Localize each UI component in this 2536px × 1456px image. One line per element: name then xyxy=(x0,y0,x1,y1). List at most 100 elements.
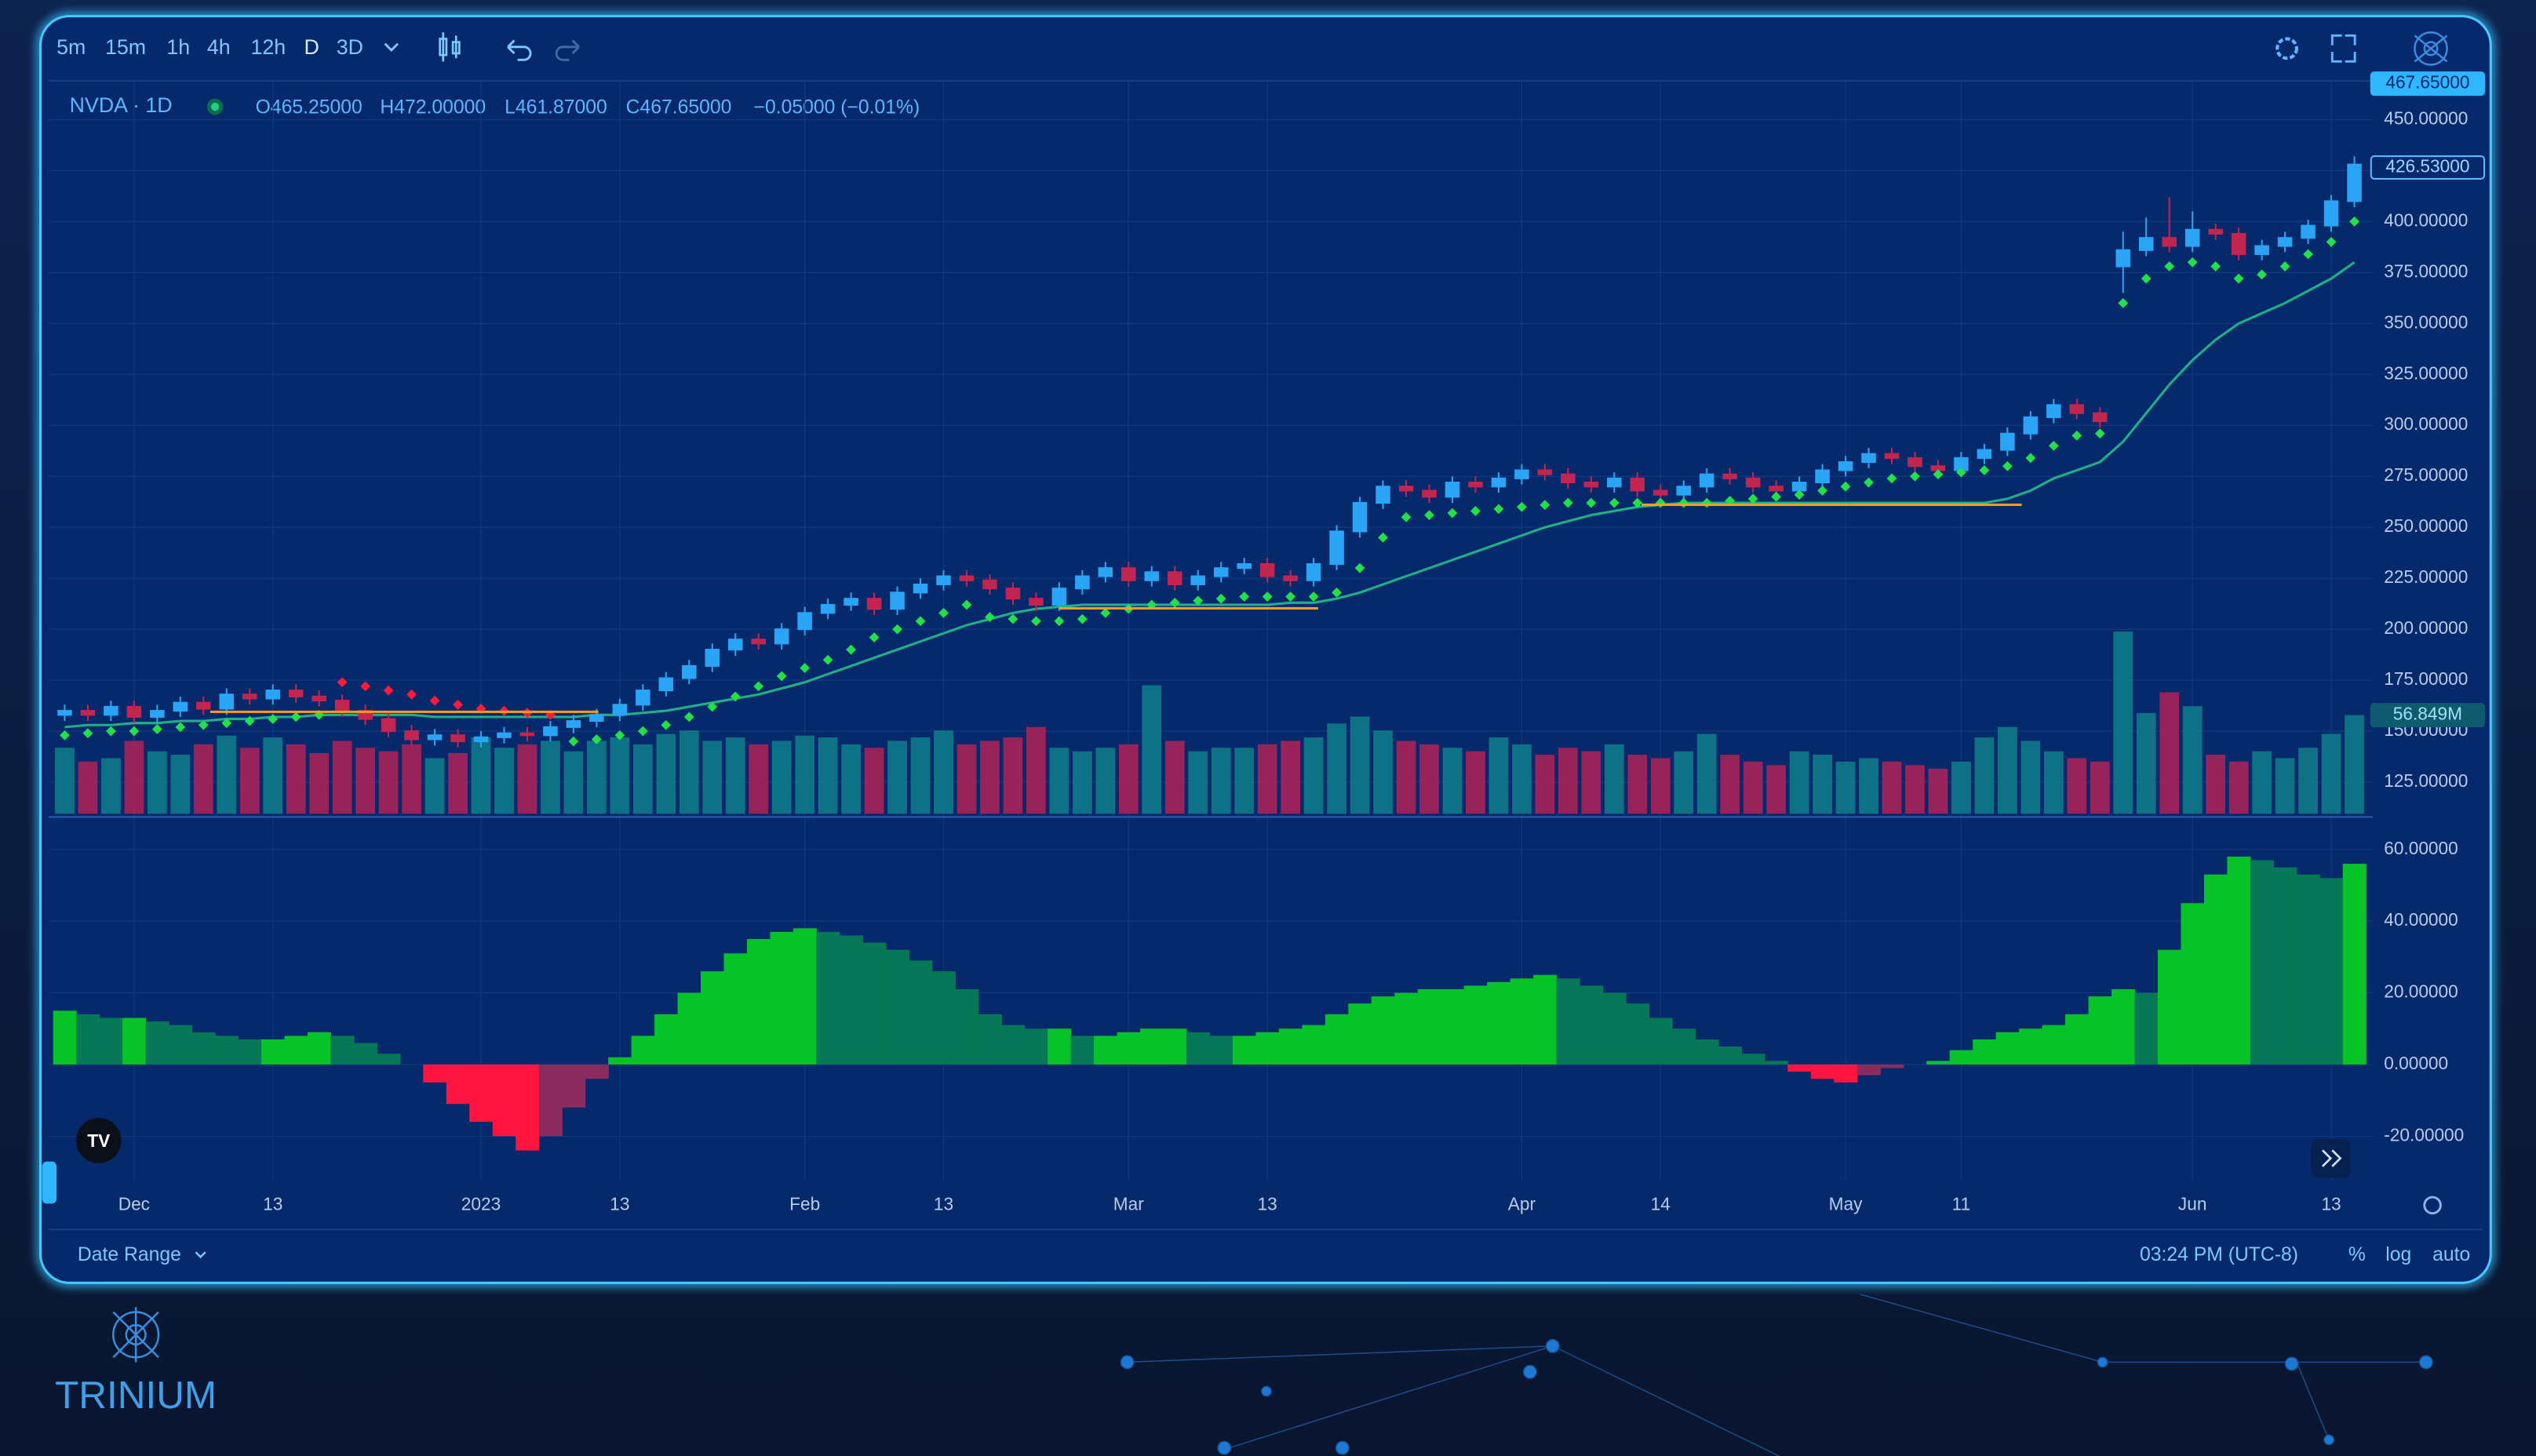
axis-settings[interactable] xyxy=(2423,1196,2442,1215)
y-tick-label: 400.00000 xyxy=(2384,209,2468,230)
oscillator-bar xyxy=(723,953,748,1065)
date-range-button[interactable]: Date Range xyxy=(78,1244,181,1265)
volume-bar xyxy=(1951,761,1971,814)
volume-bar xyxy=(170,755,191,814)
sar-dot xyxy=(661,719,672,730)
toolbar: 5m 15m 1h 4h 12h D 3D xyxy=(56,31,2448,66)
volume-bar xyxy=(1419,744,1439,814)
candle-body xyxy=(450,734,465,743)
sar-dot xyxy=(614,730,625,741)
auto-toggle[interactable]: auto xyxy=(2432,1244,2470,1265)
oscillator-bar xyxy=(1834,1064,1858,1083)
oscillator-bar xyxy=(1186,1032,1211,1065)
x-tick-label: Mar xyxy=(1113,1193,1144,1214)
volume-bar xyxy=(725,737,745,814)
candle-body xyxy=(381,718,396,733)
volume-bar xyxy=(1072,751,1092,814)
volume-bar xyxy=(2252,751,2272,814)
candle-body xyxy=(1791,481,1807,492)
timezone[interactable]: 03:24 PM (UTC-8) xyxy=(2140,1244,2298,1265)
timeframe-button[interactable]: D xyxy=(304,35,319,59)
candle-body xyxy=(104,705,118,716)
oscillator-bar xyxy=(2134,992,2159,1065)
oscillator-bar xyxy=(1533,974,1558,1065)
oscillator-bar xyxy=(1348,1003,1372,1065)
tv-logo[interactable] xyxy=(75,1117,122,1163)
volume-bar xyxy=(1789,751,1809,814)
volume-bar xyxy=(910,737,931,814)
sar-dot xyxy=(1886,473,1897,484)
oscillator-bar xyxy=(307,1032,332,1065)
y-tick-label: 450.00000 xyxy=(2384,107,2468,128)
volume-bar xyxy=(424,758,445,814)
timeframe-button[interactable]: 3D xyxy=(337,35,363,59)
oscillator-bar xyxy=(1787,1064,1812,1072)
volume-bar xyxy=(147,751,167,814)
candle-body xyxy=(1699,473,1714,488)
timeframe-button[interactable]: 15m xyxy=(105,35,146,59)
timeframe-button[interactable]: 12h xyxy=(250,35,286,59)
candle-body xyxy=(2254,245,2269,256)
candle-body xyxy=(2323,200,2339,227)
candle-body xyxy=(1075,575,1090,590)
y-tick-label: 250.00000 xyxy=(2384,515,2468,536)
volume-bar xyxy=(1535,755,1555,814)
volume-bar xyxy=(263,737,283,814)
candle-body xyxy=(1745,477,1761,488)
oscillator-bar xyxy=(145,1021,169,1065)
footer: Date Range 03:24 PM (UTC-8) % log auto xyxy=(78,1244,2470,1265)
candle-body xyxy=(196,701,211,710)
log-toggle[interactable]: log xyxy=(2385,1244,2411,1265)
oscillator-bar xyxy=(1556,978,1580,1065)
volume-bar xyxy=(956,744,977,814)
sar-dot xyxy=(1562,497,1573,508)
oscillator-bar xyxy=(1741,1054,1765,1065)
volume-bar xyxy=(632,744,653,814)
redo-button[interactable] xyxy=(555,39,580,61)
volume-bar xyxy=(563,751,584,814)
oscillator-bar xyxy=(1232,1036,1257,1065)
sar-dot xyxy=(707,701,718,712)
oscillator-bar xyxy=(862,942,887,1065)
volume-bar xyxy=(2345,715,2364,814)
volume-bar xyxy=(286,744,306,814)
oscillator-bar xyxy=(1880,1064,1904,1068)
volume-bar xyxy=(1257,744,1277,814)
candle-body xyxy=(820,603,836,614)
timeframe-button[interactable]: 5m xyxy=(56,35,86,59)
oscillator-bar xyxy=(2157,949,2182,1065)
percent-toggle[interactable]: % xyxy=(2348,1244,2366,1265)
volume-bar xyxy=(2113,632,2133,814)
oscillator-bar xyxy=(1324,1014,1349,1065)
volume-bar xyxy=(1003,737,1023,814)
fullscreen-button[interactable] xyxy=(2330,34,2356,63)
volume-bar xyxy=(2206,755,2226,814)
volume-bar xyxy=(2182,706,2203,814)
candle-body xyxy=(1607,477,1622,488)
volume-bar xyxy=(1466,751,1485,814)
oscillator-bar xyxy=(909,960,933,1065)
oscillator-bar xyxy=(2250,860,2274,1065)
timeframe-button[interactable]: 1h xyxy=(166,35,190,59)
x-tick-label: 13 xyxy=(610,1193,629,1214)
volume-bar xyxy=(841,744,861,814)
settings-button[interactable] xyxy=(2275,37,2298,60)
oscillator-bar xyxy=(1094,1036,1118,1065)
undo-button[interactable] xyxy=(507,39,532,61)
status-dot-core xyxy=(210,102,220,111)
volume-bar xyxy=(217,735,237,814)
chart-type-button[interactable] xyxy=(439,32,461,62)
volume-bar xyxy=(471,737,491,814)
timeframe-button[interactable]: 4h xyxy=(207,35,231,59)
volume-bar xyxy=(1512,744,1532,814)
candle-body xyxy=(890,592,905,610)
oscillator-bar xyxy=(1048,1028,1072,1065)
candle-body xyxy=(2093,412,2108,423)
oscillator-bar xyxy=(2273,867,2297,1065)
timeframe-dropdown[interactable] xyxy=(384,42,399,52)
oscillator-bar xyxy=(1764,1061,1788,1065)
x-tick-label: 13 xyxy=(1258,1193,1277,1214)
sar-dot xyxy=(429,695,440,706)
candle-body xyxy=(334,700,350,712)
side-toggle[interactable] xyxy=(42,1161,57,1204)
